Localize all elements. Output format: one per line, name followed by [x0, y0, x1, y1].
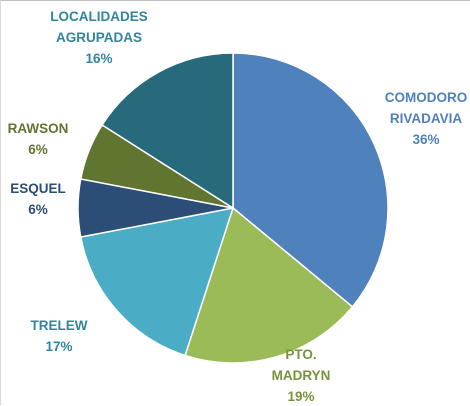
slice-label-4: RAWSON 6% [8, 121, 69, 157]
pie-slice-0 [232, 52, 389, 308]
slice-label-5: LOCALIDADES AGRUPADAS 16% [50, 9, 148, 66]
pie-slice-1 [184, 206, 354, 364]
pie-labels: COMODORO RIVADAVIA 36% PTO. MADRYN 19% TRELEW 1… [8, 9, 468, 404]
slice-category-label: AGRUPADAS [56, 30, 142, 45]
slice-value-label: 17% [45, 339, 72, 354]
slice-value-label: 6% [28, 142, 48, 157]
pie-slice-2 [79, 207, 235, 357]
slice-value-label: 19% [287, 389, 314, 404]
slice-label-2: TRELEW 17% [31, 318, 88, 354]
slice-category-label: RAWSON [8, 121, 69, 136]
slice-label-0: COMODORO RIVADAVIA 36% [385, 90, 468, 147]
pie-slice-5 [101, 52, 234, 210]
slice-category-label: COMODORO [385, 90, 468, 105]
slice-category-label: RIVADAVIA [390, 111, 463, 126]
slice-category-label: MADRYN [272, 368, 331, 383]
slice-category-label: TRELEW [31, 318, 88, 333]
slice-value-label: 36% [412, 132, 439, 147]
slice-label-1: PTO. MADRYN 19% [272, 347, 331, 404]
slice-label-3: ESQUEL 6% [10, 181, 66, 217]
slice-value-label: 6% [28, 202, 48, 217]
slice-category-label: LOCALIDADES [50, 9, 148, 24]
pie-slices [77, 52, 389, 364]
slice-category-label: PTO. [285, 347, 316, 362]
slice-value-label: 16% [85, 51, 112, 66]
slice-category-label: ESQUEL [10, 181, 66, 196]
